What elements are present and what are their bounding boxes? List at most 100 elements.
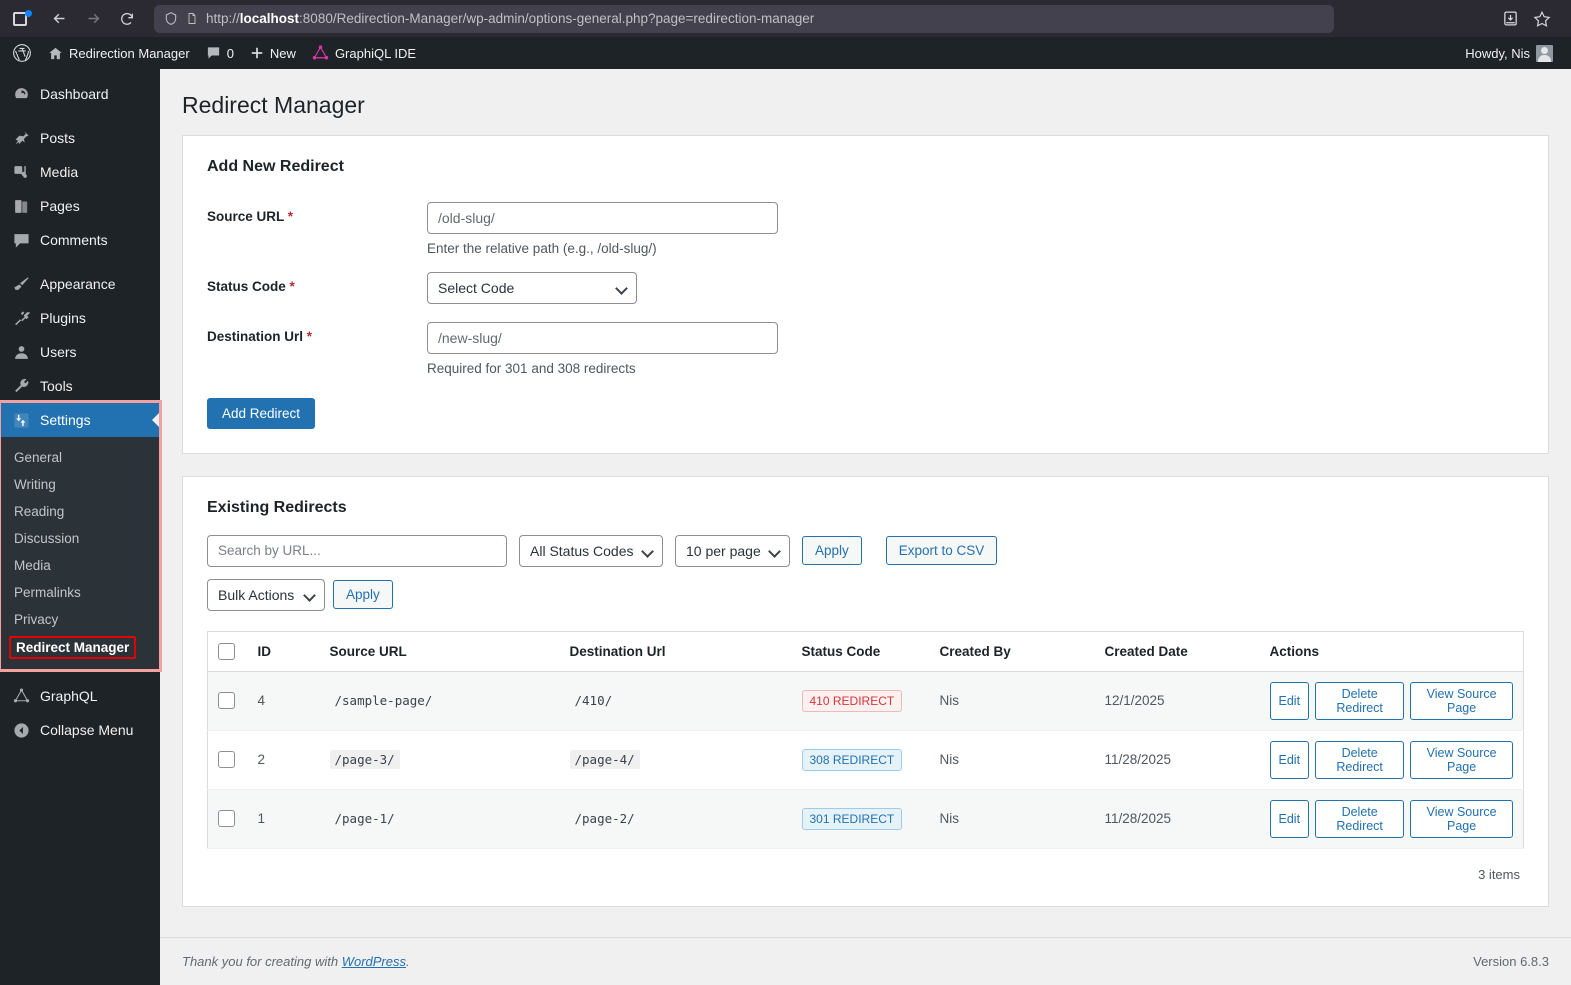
graphql-icon [11, 686, 31, 706]
row-select-cell [207, 730, 248, 790]
sidebar-item-label: Pages [40, 198, 80, 214]
apply-filters-button[interactable]: Apply [802, 536, 862, 566]
sidebar-item-tools[interactable]: Tools [0, 369, 160, 403]
back-arrow-icon[interactable] [42, 4, 76, 34]
sidebar-item-label: Tools [40, 378, 73, 394]
tab-overview-icon[interactable] [12, 9, 32, 29]
menu-separator [0, 257, 160, 267]
per-page-select[interactable]: 10 per page [675, 534, 790, 567]
wordpress-logo-icon[interactable] [4, 37, 40, 69]
status-code-label: Status Code * [207, 278, 295, 294]
export-csv-button[interactable]: Export to CSV [885, 536, 998, 566]
row-actions: Edit Delete Redirect View Source Page [1259, 730, 1524, 790]
sidebar-subitem-privacy[interactable]: Privacy [14, 612, 59, 627]
status-filter-select[interactable]: All Status Codes [519, 534, 663, 567]
delete-redirect-button[interactable]: Delete Redirect [1315, 681, 1405, 720]
row-select-cell [207, 789, 248, 849]
destination-url-help: Required for 301 and 308 redirects [427, 360, 636, 376]
row-checkbox[interactable] [218, 810, 235, 828]
sidebar-item-plugins[interactable]: Plugins [0, 301, 160, 335]
sidebar-subitem-general[interactable]: General [14, 450, 63, 465]
sidebar-subitem-permalinks[interactable]: Permalinks [14, 585, 81, 600]
star-bookmark-icon[interactable] [1529, 6, 1555, 32]
shield-icon [165, 12, 177, 25]
menu-separator [0, 669, 160, 679]
site-name-menu[interactable]: Redirection Manager [40, 37, 198, 69]
comment-icon [11, 230, 31, 250]
source-url-input[interactable] [427, 201, 778, 234]
page-title: Redirect Manager [182, 92, 365, 118]
sidebar-item-label: Plugins [40, 310, 86, 326]
delete-redirect-button[interactable]: Delete Redirect [1315, 740, 1405, 779]
view-source-page-button[interactable]: View Source Page [1410, 681, 1513, 720]
sidebar-item-settings[interactable]: Settings [0, 403, 160, 437]
new-content-menu[interactable]: New [242, 37, 304, 69]
sidebar-item-comments[interactable]: Comments [0, 223, 160, 257]
sidebar-subitem-discussion[interactable]: Discussion [14, 531, 80, 546]
menu-separator [0, 111, 160, 121]
search-input[interactable] [207, 534, 507, 567]
sidebar-item-collapse-menu[interactable]: Collapse Menu [0, 713, 160, 747]
dashboard-icon [11, 84, 31, 104]
sidebar-item-label: Collapse Menu [40, 722, 134, 738]
comments-menu[interactable]: 0 [198, 37, 242, 69]
existing-redirects-card: Existing Redirects All Status Codes 10 p… [182, 475, 1549, 907]
row-status-code: 410 REDIRECT [791, 671, 930, 731]
sidebar-item-pages[interactable]: Pages [0, 189, 160, 223]
bulk-actions-select[interactable]: Bulk Actions [207, 578, 325, 611]
sidebar-item-dashboard[interactable]: Dashboard [0, 77, 160, 111]
row-checkbox[interactable] [218, 751, 235, 769]
account-menu[interactable]: Howdy, Nis [1457, 37, 1561, 69]
sidebar-subitem-reading[interactable]: Reading [14, 504, 65, 519]
wrench-icon [11, 376, 31, 396]
sidebar-item-label: GraphQL [40, 688, 98, 704]
address-bar[interactable]: http://localhost:8080/Redirection-Manage… [154, 4, 1334, 33]
sidebar-subitem-redirect-manager[interactable]: Redirect Manager [9, 636, 137, 659]
row-id: 4 [247, 671, 320, 731]
forward-arrow-icon[interactable] [76, 4, 110, 34]
redirects-table: ID Source URL Destination Url Status Cod… [207, 630, 1524, 849]
admin-sidebar: Dashboard Posts Media Pages Commen [0, 69, 162, 985]
row-checkbox[interactable] [218, 692, 235, 710]
view-source-page-button[interactable]: View Source Page [1410, 740, 1513, 779]
sidebar-subitem-media[interactable]: Media [14, 558, 51, 573]
sidebar-subitem-writing[interactable]: Writing [14, 477, 56, 492]
save-to-pocket-icon[interactable] [1497, 6, 1523, 32]
reload-icon[interactable] [110, 4, 144, 34]
bulk-apply-button[interactable]: Apply [333, 580, 393, 610]
row-id: 1 [247, 789, 320, 849]
sidebar-item-appearance[interactable]: Appearance [0, 267, 160, 301]
row-select-cell [207, 671, 248, 731]
select-all-header [207, 631, 248, 672]
edit-button[interactable]: Edit [1269, 740, 1310, 779]
required-marker: * [289, 278, 295, 294]
home-icon [49, 47, 62, 59]
delete-redirect-button[interactable]: Delete Redirect [1315, 799, 1405, 838]
column-header-destination-url: Destination Url [559, 631, 792, 672]
new-label: New [269, 45, 296, 61]
footer-version: Version 6.8.3 [1473, 954, 1549, 969]
column-header-source-url: Source URL [319, 631, 560, 672]
status-code-select[interactable]: Select Code [427, 271, 637, 304]
destination-url-input[interactable] [427, 321, 778, 354]
view-source-page-button[interactable]: View Source Page [1410, 799, 1513, 838]
sidebar-item-posts[interactable]: Posts [0, 121, 160, 155]
edit-button[interactable]: Edit [1269, 799, 1310, 838]
edit-button[interactable]: Edit [1269, 681, 1310, 720]
wordpress-link[interactable]: WordPress [341, 954, 406, 969]
comment-bubble-icon [207, 47, 219, 59]
plus-icon [251, 47, 263, 59]
add-redirect-button[interactable]: Add Redirect [207, 397, 316, 429]
bulk-actions-wrap: Bulk Actions [207, 578, 325, 611]
select-all-checkbox[interactable] [218, 642, 235, 660]
sidebar-item-media[interactable]: Media [0, 155, 160, 189]
brush-icon [11, 274, 31, 294]
graphiql-ide-menu[interactable]: GraphiQL IDE [304, 37, 424, 69]
avatar [1536, 44, 1553, 62]
graphql-icon [312, 44, 329, 59]
sidebar-item-graphql[interactable]: GraphQL [0, 679, 160, 713]
row-destination-url: /page-2/ [559, 789, 792, 849]
items-count: 3 items [1478, 866, 1520, 882]
sidebar-item-users[interactable]: Users [0, 335, 160, 369]
status-badge: 301 REDIRECT [801, 807, 903, 830]
